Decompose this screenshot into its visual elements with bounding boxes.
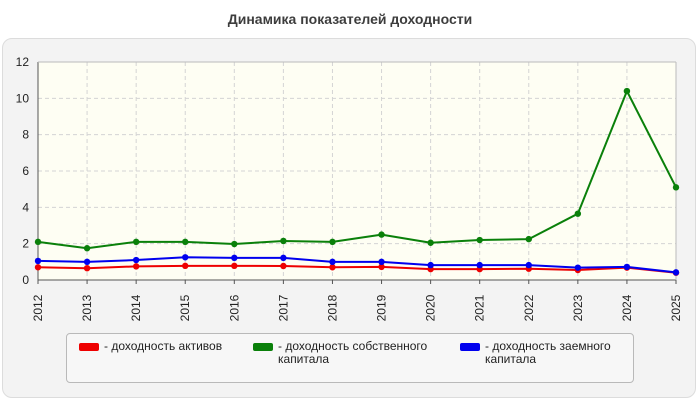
data-point-debt: [83, 258, 91, 266]
data-point-equity: [132, 238, 140, 246]
series-line-assets: [37, 264, 677, 274]
data-point-equity: [525, 235, 532, 243]
y-tick-label: 8: [22, 128, 29, 142]
y-tick-label: 0: [22, 273, 29, 287]
x-tick-label: 2019: [375, 294, 389, 321]
legend-label-assets: - доходность активов: [104, 339, 223, 353]
x-tick-label: 2016: [227, 294, 241, 321]
x-tick-label: 2022: [522, 294, 536, 321]
legend-label-equity: - доходность собственного капитала: [278, 339, 428, 366]
data-point-equity: [231, 240, 238, 248]
x-tick-label: 2015: [178, 294, 192, 321]
y-tick-label: 6: [22, 164, 29, 178]
x-tick-label: 2025: [669, 294, 683, 321]
x-tick-label: 2013: [80, 294, 94, 321]
data-point-debt: [132, 256, 140, 264]
data-point-equity: [329, 238, 336, 246]
data-point-debt: [231, 254, 238, 262]
x-tick-label: 2023: [571, 294, 585, 321]
data-point-debt: [672, 269, 680, 276]
data-point-equity: [182, 238, 189, 246]
data-point-debt: [476, 261, 483, 269]
data-point-debt: [427, 261, 434, 269]
y-tick-label: 10: [16, 91, 30, 105]
series-line-debt: [37, 256, 677, 274]
data-point-debt: [623, 263, 631, 271]
data-point-assets: [329, 264, 336, 271]
data-point-equity: [427, 239, 434, 246]
data-point-debt: [378, 258, 385, 266]
data-point-debt: [182, 254, 189, 261]
x-tick-label: 2017: [276, 294, 290, 321]
data-point-debt: [280, 254, 287, 262]
data-point-equity: [574, 210, 582, 217]
data-point-assets: [378, 263, 385, 271]
data-point-equity: [476, 236, 483, 244]
data-point-debt: [34, 257, 42, 265]
chart-legend: - доходность активов - доходность собств…: [66, 333, 634, 383]
data-point-equity: [378, 231, 385, 238]
data-point-equity: [83, 245, 91, 252]
x-tick-label: 2018: [325, 294, 339, 321]
legend-swatch-debt: [460, 343, 480, 351]
data-point-assets: [34, 264, 42, 271]
x-tick-label: 2024: [620, 294, 634, 321]
legend-swatch-equity: [253, 343, 273, 351]
data-point-assets: [132, 263, 140, 270]
data-point-assets: [280, 262, 287, 270]
data-point-equity: [34, 238, 42, 246]
x-tick-label: 2014: [129, 294, 143, 321]
data-point-assets: [231, 262, 238, 270]
x-tick-label: 2012: [31, 294, 45, 321]
y-tick-label: 2: [22, 237, 29, 251]
y-tick-label: 4: [22, 200, 29, 214]
chart-title: Динамика показателей доходности: [227, 11, 473, 27]
y-tick-label: 12: [16, 55, 30, 69]
legend-label-debt: - доходность заемного капитала: [485, 339, 611, 366]
data-point-assets: [182, 262, 189, 270]
data-point-equity: [280, 237, 287, 245]
data-point-debt: [574, 264, 582, 271]
data-point-equity: [672, 184, 680, 191]
data-point-assets: [83, 264, 91, 272]
data-point-debt: [329, 258, 336, 266]
x-tick-label: 2021: [473, 294, 487, 321]
series-line-equity: [37, 90, 677, 250]
data-point-debt: [525, 261, 532, 269]
data-point-equity: [623, 87, 631, 95]
legend-swatch-assets: [79, 343, 99, 351]
x-tick-label: 2020: [424, 294, 438, 321]
